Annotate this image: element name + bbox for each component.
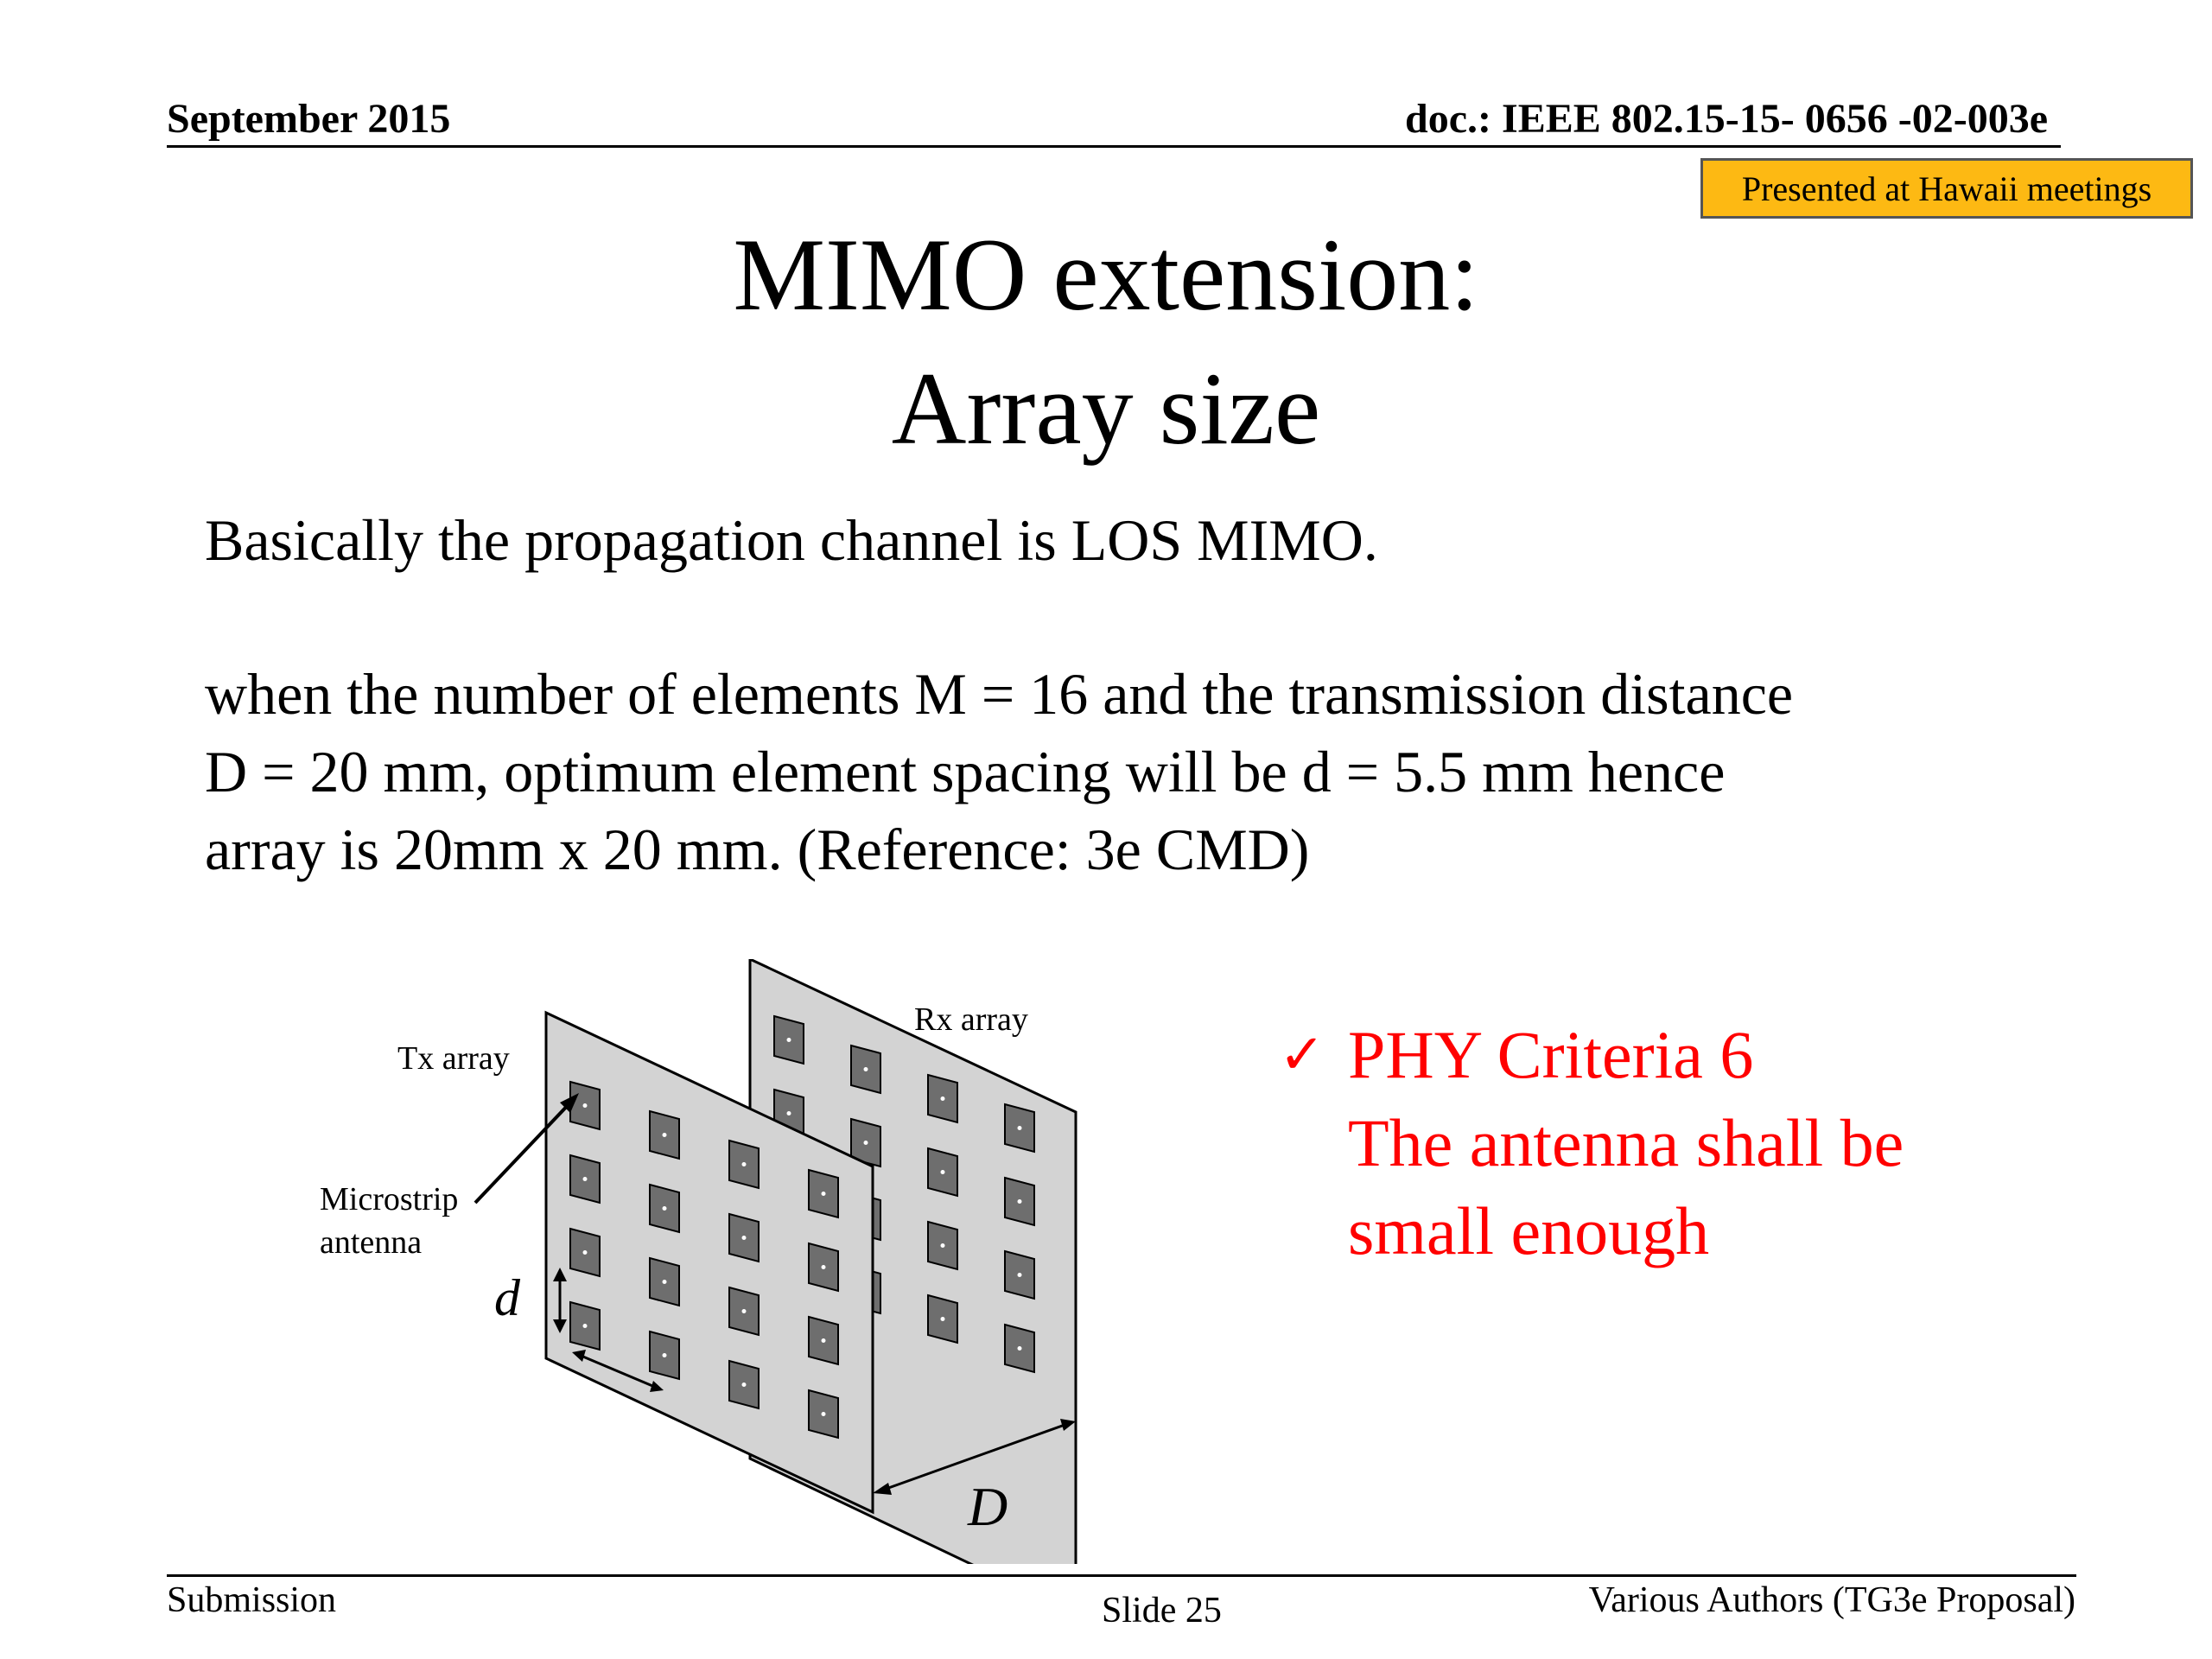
rx-array-label: Rx array [914,1001,1028,1038]
tx-feed-point [662,1206,667,1211]
tx-feed-point [821,1338,826,1343]
antenna-pointer-line [474,1099,574,1205]
tx-elements [569,1080,839,1440]
spacing-arrowhead-left [572,1350,586,1362]
footer-authors: Various Authors (TG3e Proposal) [1588,1580,2075,1620]
rx-feed-point [940,1317,945,1321]
antenna-label-line-1: Microstrip [320,1181,458,1217]
spacing-arrow-horizontal [578,1353,658,1389]
tx-feed-point [662,1280,667,1284]
footer-divider [167,1574,2076,1577]
tx-feed-point [582,1177,588,1181]
spacing-arrowhead-bottom [553,1319,567,1333]
distance-label: D [967,1476,1007,1537]
rx-feed-point [1017,1346,1022,1351]
tx-feed-point [741,1236,747,1240]
body-paragraph-2-line-1: when the number of elements M = 16 and t… [205,661,1794,727]
distance-arrowhead-left [873,1483,892,1495]
tx-feed-point [582,1250,588,1255]
tx-feed-point [741,1382,747,1387]
footer-slide-number: Slide 25 [1102,1591,1222,1630]
criteria-line-1: PHY Criteria 6 [1348,1017,1754,1092]
slide-title: MIMO extension: Array size [0,207,2212,475]
tx-feed-point [821,1265,826,1269]
antenna-label-line-2: antenna [320,1224,422,1261]
rx-feed-point [863,1067,868,1071]
body-paragraph-2-line-3: array is 20mm x 20 mm. (Reference: 3e CM… [205,817,1310,882]
rx-feed-point [940,1243,945,1248]
rx-feed-point [940,1096,945,1101]
tx-feed-point [741,1162,747,1166]
tx-feed-point [741,1309,747,1313]
checkmark-icon: ✓ [1279,1023,1325,1087]
rx-feed-point [1017,1126,1022,1130]
mimo-array-diagram: Tx array Rx array Microstrip antenna d D [320,959,1077,1564]
spacing-label: d [494,1269,521,1326]
rx-feed-point [1017,1273,1022,1277]
header-date: September 2015 [167,96,451,142]
antenna-pointer-arrowhead [560,1093,579,1113]
tx-feed-point [662,1353,667,1357]
criteria-line-3: small enough [1348,1193,1710,1268]
tx-array-label: Tx array [397,1040,510,1077]
rx-feed-point [863,1141,868,1145]
tx-feed-point [821,1412,826,1416]
tx-feed-point [582,1103,588,1108]
distance-arrow [880,1422,1068,1492]
spacing-arrowhead-right [650,1381,664,1392]
title-line-1: MIMO extension: [733,217,1479,332]
rx-feed-point [940,1170,945,1174]
footer-submission: Submission [167,1580,337,1620]
rx-feed-point [786,1038,791,1042]
presented-badge: Presented at Hawaii meetings [1700,158,2193,219]
rx-feed-point [1017,1199,1022,1204]
header-divider [167,145,2061,148]
tx-feed-point [662,1133,667,1137]
criteria-line-2: The antenna shall be [1348,1105,1904,1180]
body-paragraph-2-line-2: D = 20 mm, optimum element spacing will … [205,739,1726,804]
body-paragraph-1: Basically the propagation channel is LOS… [205,507,1378,573]
tx-feed-point [821,1192,826,1196]
rx-feed-point [786,1111,791,1116]
badge-label: Presented at Hawaii meetings [1741,168,2152,208]
spacing-arrowhead-top [553,1268,567,1281]
title-line-2: Array size [891,351,1321,466]
distance-arrowhead-right [1060,1419,1076,1431]
header-doc-id: doc.: IEEE 802.15-15- 0656 -02-003e [1405,96,2048,142]
tx-feed-point [582,1324,588,1328]
